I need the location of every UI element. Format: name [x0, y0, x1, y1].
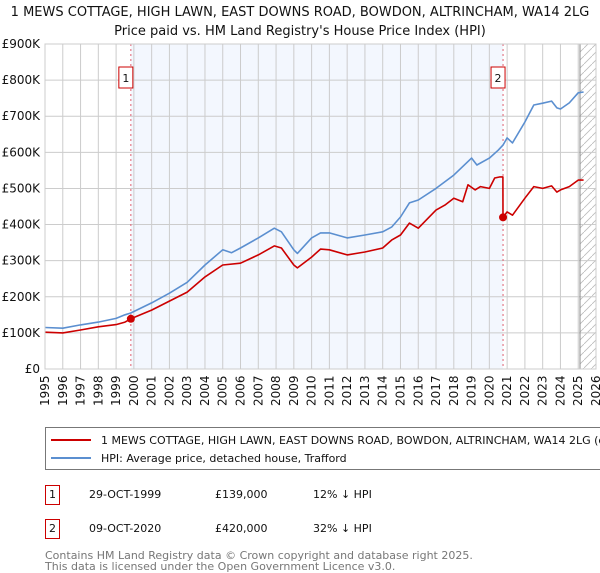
footer-licence: This data is licensed under the Open Gov… [45, 560, 396, 573]
sale-price: £139,000 [215, 488, 268, 501]
y-tick-label: £900K [2, 37, 42, 51]
x-tick-label: 2012 [340, 375, 354, 406]
sale-point [126, 314, 135, 323]
y-tick-label: £300K [2, 254, 42, 268]
sale-flag-box [118, 66, 134, 89]
sale-row: 1 29-OCT-1999 £139,000 12% ↓ HPI [45, 485, 600, 505]
legend-swatch-property [51, 439, 91, 441]
legend: 1 MEWS COTTAGE, HIGH LAWN, EAST DOWNS RO… [45, 427, 600, 470]
sale-point [499, 213, 508, 222]
x-tick-label: 2018 [447, 375, 461, 406]
x-tick-label: 2007 [251, 375, 265, 406]
x-tick-label: 2002 [162, 375, 176, 406]
y-tick-label: £600K [2, 145, 42, 159]
x-tick-label: 2005 [216, 375, 230, 406]
y-tick-label: £200K [2, 290, 42, 304]
hpi-line [44, 91, 584, 330]
sale-hpi-diff: 12% ↓ HPI [313, 488, 372, 501]
y-tick-label: £100K [2, 326, 42, 340]
x-tick-label: 2025 [571, 375, 585, 406]
sale-hpi-diff: 32% ↓ HPI [313, 522, 372, 535]
x-tick-label: 2026 [589, 375, 600, 406]
x-tick-label: 2021 [500, 375, 514, 406]
x-tick-label: 2015 [393, 375, 407, 406]
legend-item-hpi: HPI: Average price, detached house, Traf… [51, 450, 347, 466]
x-tick-label: 2011 [322, 375, 336, 406]
legend-swatch-hpi [51, 457, 91, 459]
x-tick-label: 2004 [198, 375, 212, 406]
legend-label-hpi: HPI: Average price, detached house, Traf… [101, 451, 347, 465]
chart-title: 1 MEWS COTTAGE, HIGH LAWN, EAST DOWNS RO… [10, 5, 590, 20]
property-price-line [44, 176, 584, 334]
sale-period-shading [130, 44, 504, 369]
sale-marker-badge: 1 [45, 485, 60, 505]
sale-flag-label: 1 [122, 72, 129, 85]
sale-date: 09-OCT-2020 [89, 522, 162, 535]
x-tick-label: 2000 [127, 375, 141, 406]
x-tick-label: 2020 [482, 375, 496, 406]
sale-date: 29-OCT-1999 [89, 488, 162, 501]
x-tick-label: 2006 [234, 375, 248, 406]
x-tick-label: 1997 [74, 375, 88, 406]
legend-item-property: 1 MEWS COTTAGE, HIGH LAWN, EAST DOWNS RO… [51, 432, 600, 448]
y-tick-label: £400K [2, 218, 42, 232]
x-tick-label: 2017 [429, 375, 443, 406]
y-tick-label: £0 [25, 362, 40, 376]
price-chart: £0 £100K £200K £300K £400K £500K £600K £700K £80… [2, 37, 600, 406]
x-tick-label: 2022 [518, 375, 532, 406]
plot-frame [44, 43, 597, 370]
legend-label-property: 1 MEWS COTTAGE, HIGH LAWN, EAST DOWNS RO… [101, 433, 600, 447]
sale-flag-box [490, 66, 506, 89]
chart-subtitle: Price paid vs. HM Land Registry's House … [114, 24, 486, 39]
forecast-hatch [580, 44, 596, 369]
x-tick-label: 1998 [91, 375, 105, 406]
x-tick-label: 2013 [358, 375, 372, 406]
x-tick-label: 2001 [145, 375, 159, 406]
x-tick-label: 2010 [305, 375, 319, 406]
x-tick-label: 2019 [465, 375, 479, 406]
x-tick-label: 2016 [411, 375, 425, 406]
x-tick-label: 2008 [269, 375, 283, 406]
sale-marker-badge: 2 [45, 519, 60, 539]
sale-price: £420,000 [215, 522, 268, 535]
sale-flag-label: 2 [495, 72, 502, 85]
x-tick-label: 2023 [536, 375, 550, 406]
y-tick-label: £700K [2, 109, 42, 123]
x-tick-label: 1995 [38, 375, 52, 406]
x-tick-label: 1996 [56, 375, 70, 406]
x-tick-label: 2009 [287, 375, 301, 406]
sale-row: 2 09-OCT-2020 £420,000 32% ↓ HPI [45, 519, 600, 539]
footer-copyright: Contains HM Land Registry data © Crown c… [45, 549, 473, 562]
x-tick-label: 2014 [376, 375, 390, 406]
y-tick-label: £500K [2, 181, 42, 195]
y-tick-label: £800K [2, 73, 42, 87]
x-tick-label: 1999 [109, 375, 123, 406]
x-tick-label: 2024 [553, 375, 567, 406]
x-tick-label: 2003 [180, 375, 194, 406]
